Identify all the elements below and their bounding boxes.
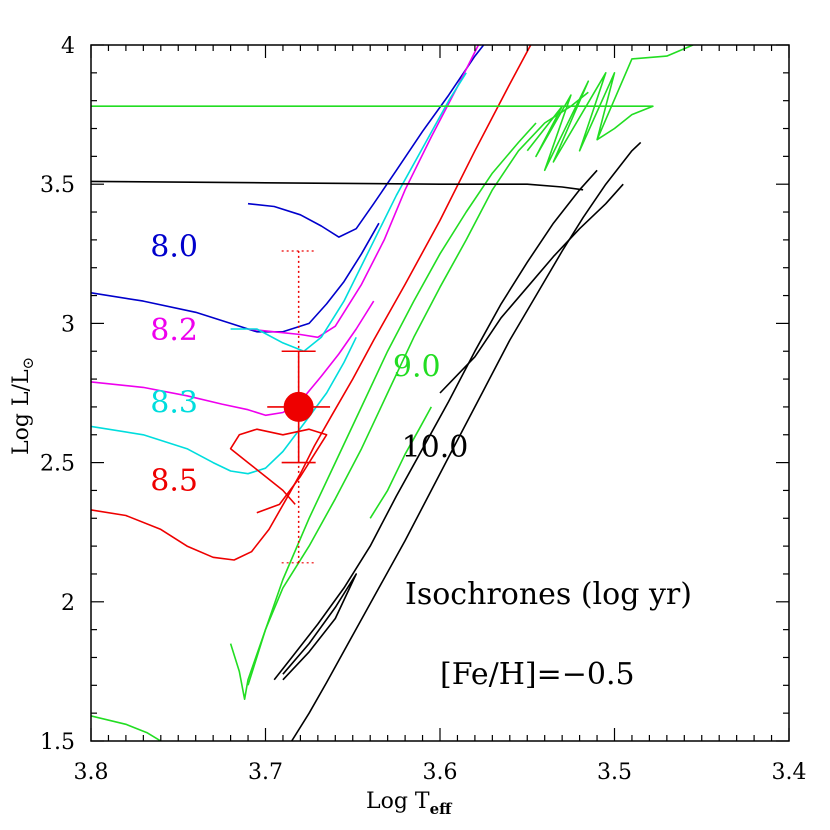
x-axis-label-main: Log T (366, 789, 430, 814)
isochrone-labels: 8.0 8.2 8.3 8.5 9.0 10.0 (150, 230, 468, 499)
isochrone-10-0-segment-0 (91, 180, 584, 191)
y-tick-label: 4 (61, 34, 75, 59)
isochrone-label-9-0: 9.0 (393, 349, 441, 384)
isochrone-9-0-segment-1 (229, 91, 589, 701)
isochrone-curves (91, 45, 694, 741)
isochrone-8-5-segment-0 (91, 45, 532, 561)
x-axis-label: Log Teff (366, 789, 453, 818)
axis-ticks (90, 44, 790, 742)
y-axis-label-main: Log L/L (9, 369, 34, 455)
isochrone-9-0-segment-4 (526, 45, 694, 172)
isochrone-9-0-segment-5 (369, 406, 433, 519)
x-tick-label: 3.4 (772, 760, 807, 785)
y-tick-label: 1.5 (40, 730, 75, 755)
observed-star (267, 250, 331, 564)
isochrone-label-10-0: 10.0 (402, 430, 469, 465)
isochrone-8-2-segment-0 (91, 300, 375, 417)
isochrone-8-2-segment-1 (247, 45, 480, 339)
isochrone-10-0-segment-4 (439, 183, 624, 394)
isochrone-label-8-0: 8.0 (150, 230, 198, 265)
y-tick-label: 2 (61, 591, 75, 616)
curve-group (91, 45, 694, 741)
svg-text:Log L/L⊙: Log L/L⊙ (9, 357, 37, 455)
x-tick-label: 3.8 (74, 760, 109, 785)
isochrone-label-8-5: 8.5 (150, 463, 198, 498)
svg-text:Log Teff: Log Teff (366, 789, 453, 818)
x-axis-label-sub: eff (430, 800, 454, 818)
y-axis-label: Log L/L⊙ (9, 357, 37, 455)
isochrone-8-0-segment-0 (91, 222, 380, 333)
isochrone-label-8-3: 8.3 (150, 386, 198, 421)
isochrone-9-0-segment-2 (247, 122, 537, 686)
isochrone-10-0-segment-3 (282, 573, 358, 681)
axis-tick-labels: 3.8 3.7 3.6 3.5 3.4 1.5 2 2.5 3 3.5 4 (40, 34, 807, 785)
y-tick-label: 3 (61, 312, 75, 337)
y-tick-label: 2.5 (40, 452, 75, 477)
observed-star-marker (283, 391, 314, 422)
x-tick-label: 3.6 (423, 760, 458, 785)
isochrone-label-8-2: 8.2 (150, 313, 198, 348)
isochrone-10-0-segment-1 (291, 141, 642, 741)
metallicity-annotation: [Fe/H]=−0.5 (440, 657, 635, 692)
isochrone-9-0-segment-3 (91, 105, 654, 141)
x-tick-label: 3.7 (248, 760, 283, 785)
isochrone-8-5-segment-1 (229, 428, 328, 514)
y-tick-label: 3.5 (40, 173, 75, 198)
isochrone-9-0-segment-0 (91, 715, 162, 741)
y-axis-label-symbol: ⊙ (19, 357, 37, 370)
x-tick-label: 3.5 (597, 760, 632, 785)
isochrone-10-0-segment-2 (273, 169, 598, 681)
isochrone-8-3-segment-0 (91, 336, 357, 475)
isochrone-8-3-segment-1 (230, 72, 467, 353)
isochrones-annotation: Isochrones (log yr) (405, 577, 692, 612)
isochrone-8-0-segment-1 (247, 45, 485, 238)
